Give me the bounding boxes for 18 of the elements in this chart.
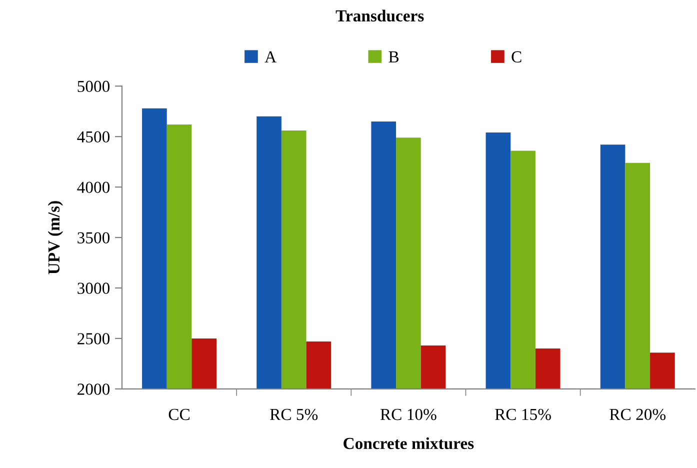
legend-label: B <box>388 51 399 62</box>
x-axis-title: Concrete mixtures <box>344 437 474 450</box>
x-tick-label: RC 20% <box>610 408 666 420</box>
y-tick-label: 5000 <box>78 80 110 92</box>
y-axis-title: UPV (m/s) <box>48 201 63 274</box>
x-tick-label: RC 15% <box>495 408 551 420</box>
y-tick-label: 4500 <box>77 131 110 143</box>
y-tick-label: 4000 <box>77 182 110 193</box>
x-tick-label: CC <box>168 408 190 420</box>
y-tick-label: 3500 <box>78 232 110 244</box>
x-tick-label: RC 5% <box>270 408 318 420</box>
x-tick-label: RC 10% <box>380 408 436 420</box>
y-tick-label: 3000 <box>78 282 110 294</box>
legend-label: C <box>512 51 522 63</box>
legend-label: A <box>264 51 276 62</box>
chart-title: Transducers <box>336 10 424 22</box>
y-tick-label: 2000 <box>78 384 110 395</box>
y-tick-label: 2500 <box>78 333 110 344</box>
